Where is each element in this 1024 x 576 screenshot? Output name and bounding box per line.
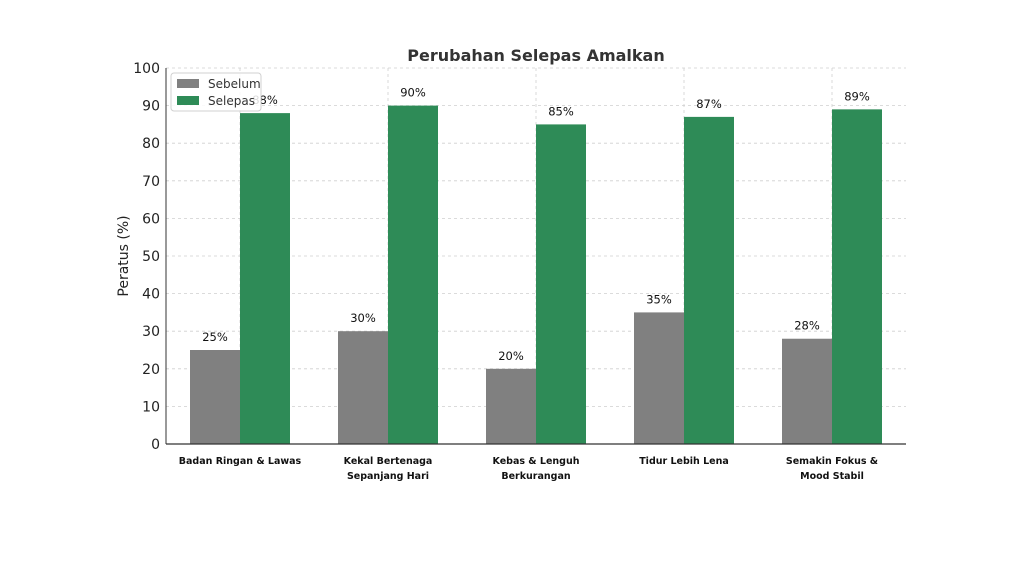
y-tick-label: 20 [142,362,160,378]
bar-selepas-4 [832,109,882,445]
x-tick-label: Tidur Lebih Lena [639,456,729,467]
bars [190,105,882,445]
data-label: 30% [350,311,376,325]
axes [165,68,906,445]
x-tick-label: Badan Ringan & Lawas [179,456,302,467]
legend-swatch-selepas [177,96,199,105]
bar-sebelum-3 [634,312,684,444]
y-tick-label: 70 [142,174,160,190]
x-tick-label: Sepanjang Hari [347,471,429,482]
data-label: 28% [794,319,820,333]
data-label: 89% [844,89,870,103]
data-label: 35% [646,292,672,306]
data-label: 25% [202,330,228,344]
tick-labels: 0 10 20 30 40 50 60 70 80 90 100 Badan Ringan & Law… [133,61,878,482]
data-label: 20% [498,349,524,363]
y-tick-label: 0 [151,437,160,453]
legend-label: Sebelum [208,77,261,91]
data-label: 85% [548,104,574,118]
x-tick-label: Kekal Bertenaga [344,456,433,467]
legend: Sebelum Selepas [170,72,262,112]
bar-selepas-0 [240,113,290,445]
x-tick-label: Semakin Fokus & [786,456,878,467]
bar-selepas-3 [684,116,734,444]
chart-title: Perubahan Selepas Amalkan [407,46,664,65]
y-tick-label: 60 [142,211,160,227]
y-tick-label: 100 [133,61,160,77]
bar-sebelum-2 [486,368,536,444]
bar-selepas-2 [536,124,586,445]
x-tick-label: Mood Stabil [800,471,864,482]
y-axis-label: Peratus (%) [116,215,132,296]
x-tick-label: Berkurangan [501,471,571,482]
y-tick-label: 40 [142,287,160,303]
data-label: 87% [696,97,722,111]
bar-sebelum-4 [782,338,832,444]
y-tick-label: 30 [142,324,160,340]
data-labels: 25%30%20%35%28%88%90%85%87%89% [202,86,870,363]
y-tick-label: 10 [142,399,160,415]
legend-label: Selepas [208,94,255,108]
y-tick-label: 90 [142,99,160,115]
bar-sebelum-1 [338,331,388,444]
y-tick-label: 80 [142,136,160,152]
data-label: 90% [400,86,426,100]
bar-sebelum-0 [190,350,240,444]
y-tick-label: 50 [142,249,160,265]
legend-swatch-sebelum [177,79,199,88]
bar-selepas-1 [388,105,438,444]
x-tick-label: Kebas & Lenguh [493,456,580,467]
